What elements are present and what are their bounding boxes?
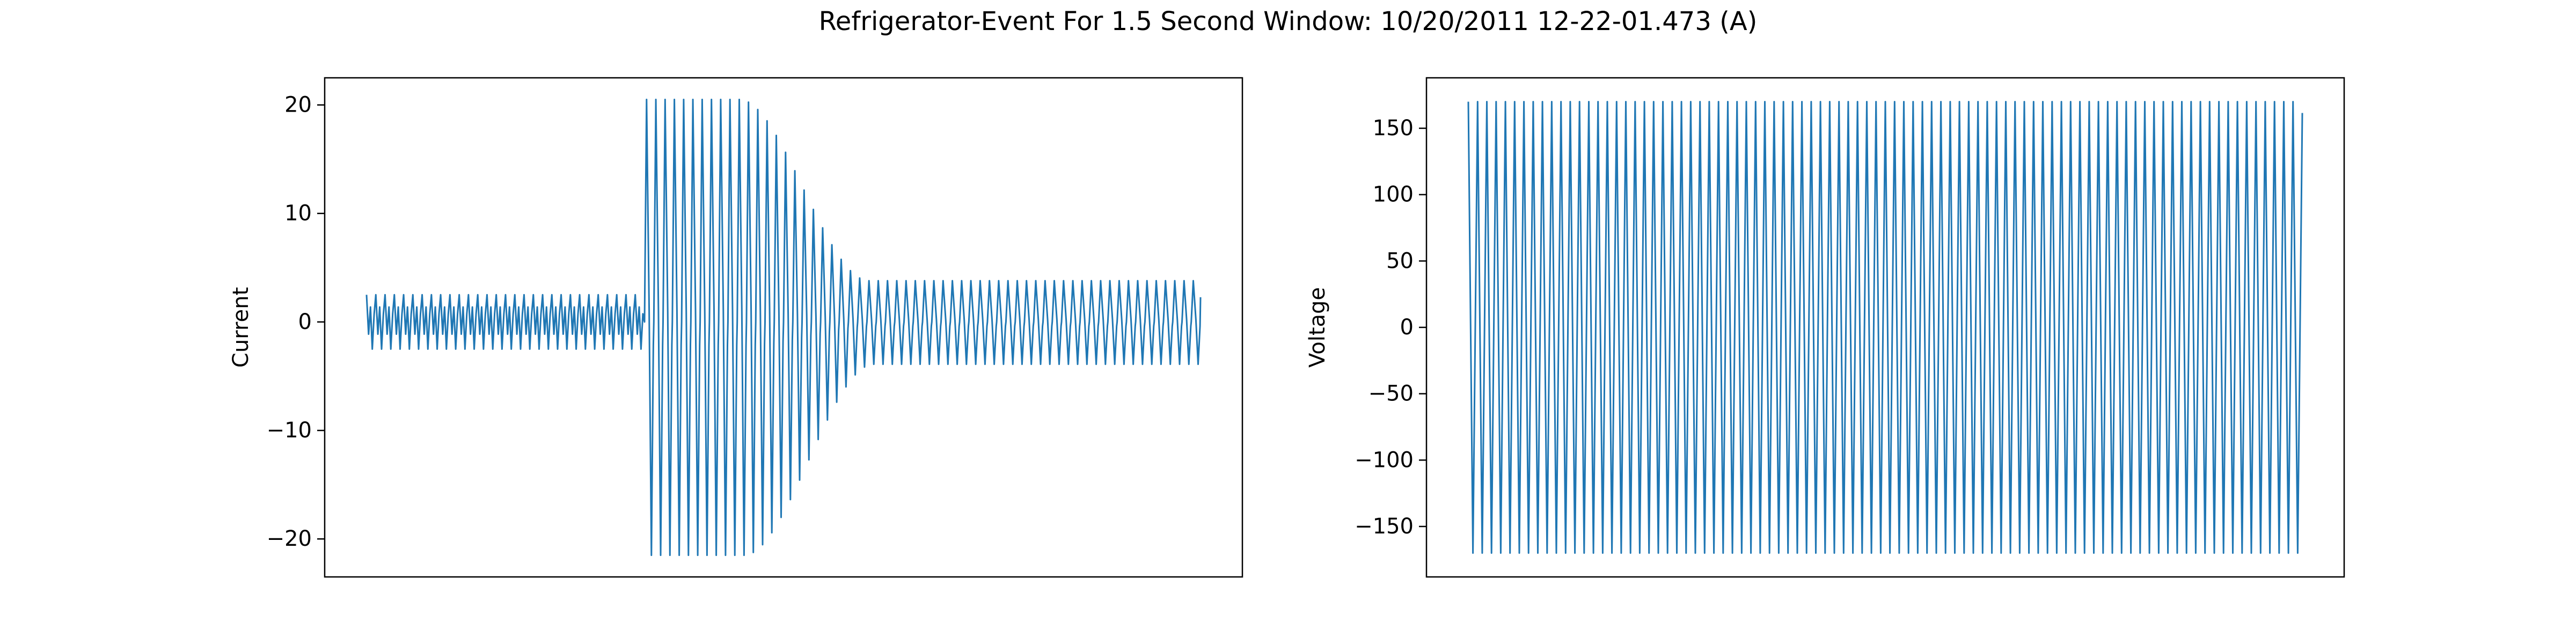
current-y-axis-ticks: −20 −10 0 10 20 xyxy=(267,93,325,551)
current-y-tick-label: −20 xyxy=(267,526,312,551)
voltage-series-group xyxy=(1467,101,2303,554)
current-series-line xyxy=(365,98,1202,557)
voltage-chart: −150 −100 −50 0 50 100 150 Voltage xyxy=(1305,77,2345,578)
voltage-y-tick-label: −100 xyxy=(1355,448,1414,472)
current-chart: −20 −10 0 10 20 Current xyxy=(229,77,1243,578)
current-y-tick-label: 10 xyxy=(284,201,312,226)
current-series-group xyxy=(365,98,1202,557)
voltage-y-axis-label: Voltage xyxy=(1305,287,1330,368)
current-y-tick-label: 20 xyxy=(284,93,312,118)
current-y-tick-label: −10 xyxy=(267,418,312,443)
voltage-y-tick-label: −50 xyxy=(1368,382,1414,406)
voltage-series-line xyxy=(1467,101,2303,554)
voltage-y-tick-label: 0 xyxy=(1400,315,1414,340)
voltage-y-axis-ticks: −150 −100 −50 0 50 100 150 xyxy=(1355,116,1426,539)
current-plot-frame xyxy=(324,77,1243,578)
voltage-y-tick-label: −150 xyxy=(1355,514,1414,539)
current-y-axis-label: Current xyxy=(229,287,253,368)
voltage-y-tick-label: 150 xyxy=(1373,116,1414,141)
figure-title: Refrigerator-Event For 1.5 Second Window… xyxy=(818,6,1758,36)
current-y-tick-label: 0 xyxy=(298,310,312,334)
voltage-y-tick-label: 100 xyxy=(1373,182,1414,207)
voltage-y-tick-label: 50 xyxy=(1386,248,1414,273)
